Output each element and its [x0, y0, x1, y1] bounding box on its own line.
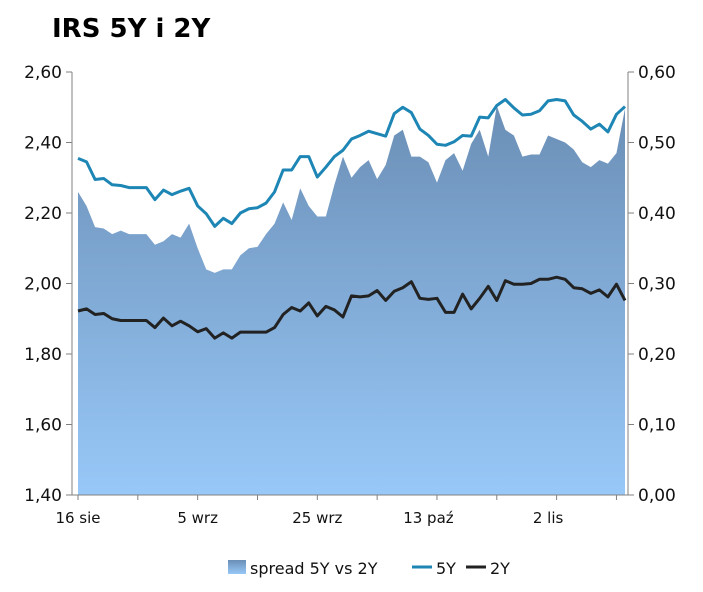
legend-5y-label: 5Y	[436, 559, 456, 578]
chart-title: IRS 5Y i 2Y	[52, 14, 211, 44]
x-tick-label: 16 sie	[55, 509, 100, 527]
legend-spread-label: spread 5Y vs 2Y	[250, 559, 378, 578]
legend-spread-swatch	[228, 560, 246, 574]
y-left-tick-label: 1,40	[24, 486, 62, 506]
y-right-tick-label: 0,30	[638, 275, 676, 295]
x-tick-label: 5 wrz	[177, 509, 218, 527]
y-left-tick-label: 2,00	[24, 275, 62, 295]
y-right-tick-label: 0,60	[638, 63, 676, 83]
y-left-tick-label: 2,20	[24, 204, 62, 224]
x-tick-label: 25 wrz	[292, 509, 342, 527]
y-right-tick-label: 0,10	[638, 416, 676, 436]
y-right-tick-label: 0,50	[638, 134, 676, 154]
y-left-tick-label: 1,80	[24, 345, 62, 365]
x-tick-label: 13 paź	[403, 509, 454, 527]
legend-2y-label: 2Y	[490, 559, 510, 578]
series-5y-line	[77, 98, 627, 228]
y-right-tick-label: 0,40	[638, 204, 676, 224]
y-left-tick-label: 1,60	[24, 416, 62, 436]
series-spread-area	[78, 105, 625, 495]
y-right-tick-label: 0,00	[638, 486, 676, 506]
y-right-tick-label: 0,20	[638, 345, 676, 365]
y-left-tick-label: 2,60	[24, 63, 62, 83]
x-tick-label: 2 lis	[533, 509, 564, 527]
series-2y-line	[77, 275, 627, 340]
y-left-tick-label: 2,40	[24, 134, 62, 154]
